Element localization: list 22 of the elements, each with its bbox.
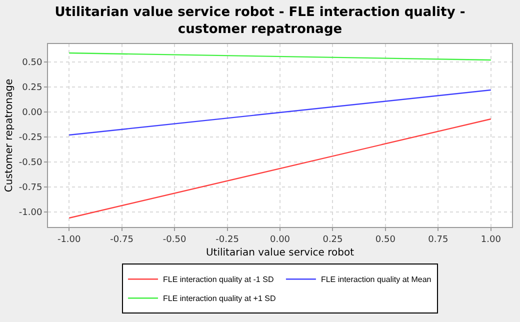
x-tick-label: 0.50 (375, 234, 396, 245)
x-tick-label: 1.00 (480, 234, 502, 245)
x-tick-label: 0.25 (322, 234, 343, 245)
x-tick-label: -0.50 (162, 234, 186, 245)
y-tick-label: 0.50 (22, 58, 42, 68)
chart-title: Utilitarian value service robot - FLE interaction quality - customer repatronage (54, 5, 466, 37)
x-tick-label: -0.75 (110, 234, 134, 245)
x-tick-label: -1.00 (57, 234, 81, 245)
x-tick-label: 0.75 (428, 234, 448, 245)
y-tick-label: 0.00 (22, 108, 42, 118)
legend-label: FLE interaction quality at +1 SD (163, 294, 276, 304)
x-axis-title: Utilitarian value service robot (206, 247, 354, 258)
y-tick-label: -0.50 (18, 158, 42, 168)
y-tick-label: 0.25 (22, 83, 42, 94)
legend-label: FLE interaction quality at Mean (320, 275, 432, 284)
y-axis-title: Customer repatronage (4, 78, 15, 192)
y-tick-label: -1.00 (18, 208, 42, 218)
x-tick-label: 0.00 (270, 234, 290, 245)
y-tick-label: -0.75 (18, 183, 42, 194)
legend-label: FLE interaction quality at -1 SD (163, 275, 274, 284)
y-tick-label: -0.25 (18, 133, 42, 144)
x-tick-label: -0.25 (216, 234, 239, 245)
